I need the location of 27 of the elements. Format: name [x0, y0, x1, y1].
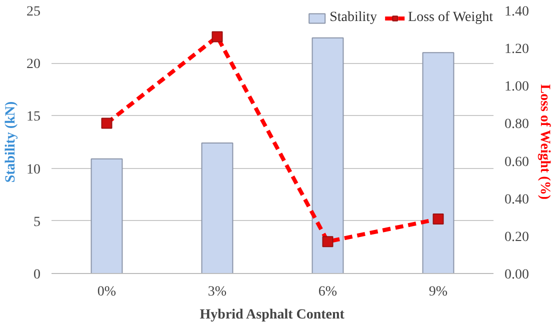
- y2-tick-label: 0.40: [504, 192, 529, 208]
- x-tick-label: 3%: [208, 284, 227, 300]
- y2-tick-label: 1.20: [504, 42, 529, 58]
- bar: [312, 37, 344, 274]
- y2-tick-label: 0.80: [504, 117, 529, 132]
- legend-label: Stability: [330, 10, 378, 26]
- y-tick-label: 5: [34, 214, 40, 230]
- x-tick-label: 9%: [428, 284, 448, 300]
- bar: [90, 158, 123, 274]
- x-tick-label: 6%: [318, 284, 338, 300]
- y-tick-label: 15: [26, 110, 40, 125]
- y2-tick-label: 0.00: [504, 268, 529, 282]
- y2-axis-title: Loss of Weight (%): [537, 84, 552, 200]
- y2-tick-label: 1.00: [504, 80, 529, 95]
- y2-tick-label: 1.40: [504, 4, 529, 20]
- y2-tick-label: 0.20: [504, 230, 529, 245]
- x-axis-title: Hybrid Asphalt Content: [200, 308, 345, 322]
- x-tick-label: 0%: [97, 284, 116, 300]
- y-axis-title: Stability (kN): [4, 101, 18, 183]
- legend-label: Loss of Weight: [408, 10, 493, 26]
- bar: [201, 142, 234, 274]
- bar: [422, 52, 454, 274]
- y-tick-label: 20: [26, 57, 40, 72]
- y-tick-label: 0: [34, 268, 40, 282]
- y-tick-label: 25: [26, 4, 40, 20]
- y2-tick-label: 0.60: [504, 154, 529, 170]
- y-tick-label: 10: [26, 162, 40, 178]
